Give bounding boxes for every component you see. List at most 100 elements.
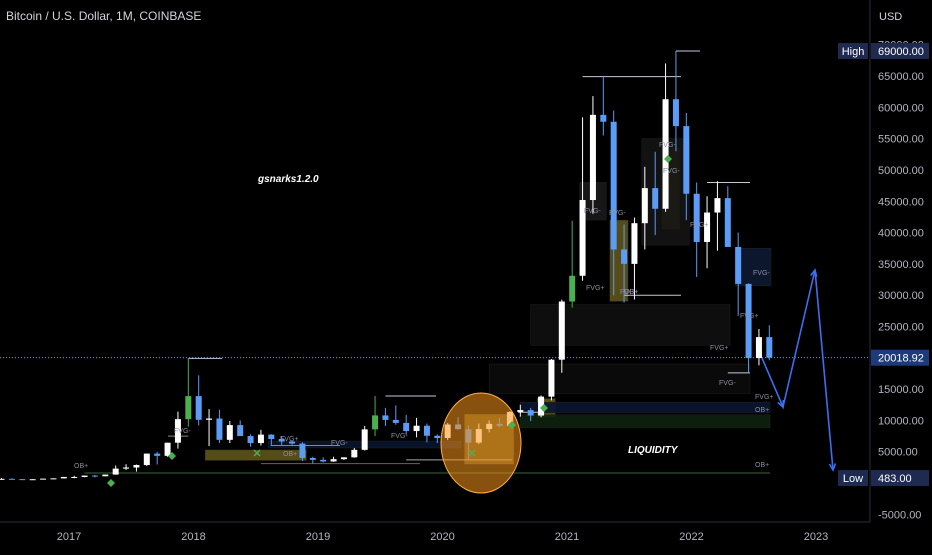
- badge-value: 20018.92: [878, 353, 924, 365]
- zone-label: FVG-: [331, 440, 348, 447]
- candle-body: [361, 429, 368, 450]
- candle-body: [714, 198, 721, 213]
- candle-body: [133, 465, 140, 468]
- bull-marker: [540, 404, 548, 412]
- candle-body: [174, 419, 181, 443]
- candle-body: [19, 479, 26, 481]
- candle-body: [0, 478, 5, 480]
- badge-value: 69000.00: [878, 46, 924, 58]
- candle-body: [330, 459, 337, 462]
- candle-body: [216, 418, 223, 440]
- price-badges: High 69000.00 20018.92 Low 483.00: [838, 43, 929, 486]
- candle-body: [434, 435, 441, 439]
- y-tick-label: 55000.00: [878, 134, 924, 146]
- price-axis-bg: [870, 0, 932, 550]
- candle-body: [724, 198, 731, 247]
- y-tick-label: 50000.00: [878, 165, 924, 177]
- zone-label: OB+: [755, 407, 769, 414]
- candle-body: [558, 301, 565, 360]
- candle-body: [517, 410, 524, 412]
- badge-value-bg: [871, 43, 929, 59]
- bull-marker: [168, 452, 176, 460]
- candle-body: [662, 99, 669, 209]
- arrow-head: [810, 268, 818, 277]
- zone-label: OB+: [74, 463, 88, 470]
- y-tick-label: 30000.00: [878, 290, 924, 302]
- chart-title: Bitcoin / U.S. Dollar, 1M, COINBASE: [6, 9, 201, 23]
- y-tick-label: 45000.00: [878, 196, 924, 208]
- candle-body: [641, 188, 648, 224]
- bull-marker: [508, 421, 516, 429]
- candle-body: [71, 476, 78, 478]
- candle-body: [413, 425, 420, 432]
- candle-body: [257, 434, 264, 444]
- cross-marker: [253, 449, 261, 457]
- candle-body: [423, 425, 430, 436]
- badge-value-bg: [871, 470, 929, 486]
- candle-body: [351, 449, 358, 458]
- candle-body: [766, 337, 773, 358]
- level-lines: [0, 50, 870, 474]
- candle-body: [29, 479, 36, 481]
- candle-body: [755, 337, 762, 359]
- candle-body: [278, 439, 285, 442]
- y-tick-label: 40000.00: [878, 228, 924, 240]
- candle-body: [382, 415, 389, 420]
- candle-body: [735, 246, 742, 284]
- candle-body: [91, 475, 98, 477]
- y-tick-label: -5000.00: [878, 509, 921, 521]
- y-tick-label: 5000.00: [878, 447, 918, 459]
- zone-label: OB+: [624, 289, 638, 296]
- y-tick-label: 65000.00: [878, 71, 924, 83]
- zone-label: FVG+: [710, 345, 728, 352]
- bull-marker: [664, 155, 672, 163]
- zone-label: FVG-: [584, 208, 601, 215]
- arrow-head: [828, 463, 837, 472]
- candle-body: [195, 396, 202, 420]
- candle-body: [538, 396, 545, 416]
- candle-body: [81, 475, 88, 477]
- badge-value: 483.00: [878, 473, 912, 485]
- fvg-zone: [520, 402, 771, 414]
- x-tick-label: 2018: [181, 531, 205, 543]
- zone-label: OB+: [755, 462, 769, 469]
- x-tick-label: 2019: [306, 531, 330, 543]
- candle-body: [569, 275, 576, 302]
- candle-body: [704, 212, 711, 242]
- zone-label: FVG+: [690, 222, 708, 229]
- candle-body: [340, 457, 347, 460]
- zone-label: FVG-: [391, 433, 408, 440]
- x-tick-label: 2017: [57, 531, 81, 543]
- zone-label: FVG-: [174, 428, 191, 435]
- candle-body: [268, 434, 275, 440]
- zone-label: FVG-: [719, 380, 736, 387]
- x-tick-label: 2022: [679, 531, 703, 543]
- candle-body: [185, 396, 192, 420]
- badge-label: High: [842, 46, 865, 58]
- candle-body: [154, 453, 161, 456]
- candle-body: [50, 478, 57, 480]
- candle-body: [745, 283, 752, 359]
- bull-marker: [107, 479, 115, 487]
- zone-label: FVG+: [620, 289, 638, 296]
- x-tick-label: 2023: [804, 531, 828, 543]
- zone-label: FVG-: [753, 270, 770, 277]
- candle-body: [548, 359, 555, 397]
- badge-label-bg: [838, 470, 868, 486]
- y-tick-label: 25000.00: [878, 321, 924, 333]
- candle-body: [309, 457, 316, 460]
- y-tick-label: 10000.00: [878, 415, 924, 427]
- x-tick-label: 2021: [555, 531, 579, 543]
- candle-body: [112, 468, 119, 475]
- candle-body: [143, 453, 150, 466]
- candle-body: [600, 114, 607, 122]
- candle-body: [589, 114, 596, 201]
- y-tick-label: 35000.00: [878, 259, 924, 271]
- ob-zone: [520, 414, 771, 429]
- liquidity-label: LIQUIDITY: [628, 445, 679, 456]
- zone-label: FVG-: [609, 210, 626, 217]
- candle-body: [60, 476, 67, 479]
